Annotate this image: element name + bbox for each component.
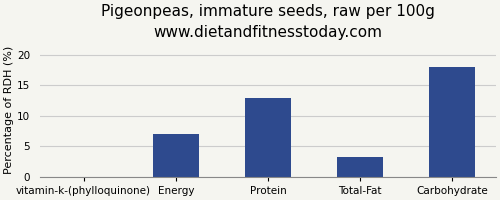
Bar — [429, 67, 475, 177]
Bar — [337, 157, 383, 177]
Title: Pigeonpeas, immature seeds, raw per 100g
www.dietandfitnesstoday.com: Pigeonpeas, immature seeds, raw per 100g… — [101, 4, 435, 40]
Y-axis label: Percentage of RDH (%): Percentage of RDH (%) — [4, 46, 14, 174]
Bar — [245, 98, 291, 177]
Bar — [152, 134, 199, 177]
